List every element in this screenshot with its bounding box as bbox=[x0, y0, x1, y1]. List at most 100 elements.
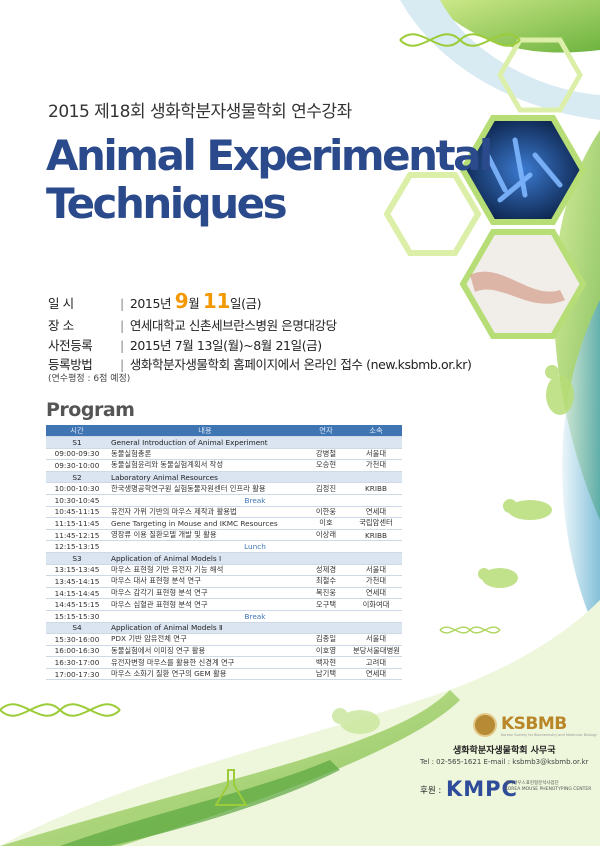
header-org: 소속 bbox=[350, 425, 402, 437]
talk-time: 14:15-14:45 bbox=[46, 587, 108, 600]
talk-org: 이화여대 bbox=[350, 598, 402, 611]
date-day-unit: 일(금) bbox=[229, 296, 262, 311]
break-time: 15:15-15:30 bbox=[46, 610, 108, 623]
talk-speaker: 오승현 bbox=[302, 459, 350, 472]
talk-time: 14:45-15:15 bbox=[46, 598, 108, 611]
talk-time: 09:30-10:00 bbox=[46, 459, 108, 472]
talk-speaker: 이호 bbox=[302, 517, 350, 530]
break-row: 15:15-15:30 Break bbox=[46, 610, 402, 623]
session-title: Application of Animal Models Ⅱ bbox=[108, 622, 402, 635]
kmpc-logo: KMPC bbox=[446, 777, 518, 801]
talk-content: 마우스 심혈관 표현형 분석 연구 bbox=[108, 598, 302, 611]
talk-speaker: 오구택 bbox=[302, 598, 350, 611]
event-subtitle: 2015 제18회 생화학분자생물학회 연수강좌 bbox=[48, 102, 352, 122]
talk-org: 가천대 bbox=[350, 459, 402, 472]
break-label: Break bbox=[108, 610, 402, 623]
header-time: 시간 bbox=[46, 425, 108, 437]
talk-org: 국립암센터 bbox=[350, 517, 402, 530]
talk-speaker: 백자현 bbox=[302, 656, 350, 669]
program-table: 시간 내용 연자 소속 S1 General Introduction of An… bbox=[46, 425, 402, 681]
date-label: 일 시 bbox=[48, 296, 74, 311]
talk-time: 17:00-17:30 bbox=[46, 668, 108, 681]
program-table-body: S1 General Introduction of Animal Experim… bbox=[46, 436, 402, 681]
talk-speaker: 이호영 bbox=[302, 645, 350, 658]
talk-content: 영장류 이용 질환모델 개발 및 활용 bbox=[108, 529, 302, 542]
hexagon-frame-2 bbox=[383, 172, 482, 256]
talk-speaker: 김종일 bbox=[302, 633, 350, 646]
mouse-silhouettes bbox=[478, 365, 574, 588]
talk-speaker: 이상래 bbox=[302, 529, 350, 542]
date-month: 9 bbox=[174, 289, 189, 313]
talk-speaker: 성제경 bbox=[302, 564, 350, 577]
talk-speaker: 이한웅 bbox=[302, 506, 350, 519]
flask-icon bbox=[214, 769, 248, 806]
ksbmb-subtitle: Korean Society for Biochemistry and Mole… bbox=[501, 733, 597, 737]
break-row: 12:15-13:15 Lunch bbox=[46, 540, 402, 553]
talk-time: 10:45-11:15 bbox=[46, 506, 108, 519]
talk-speaker: 김정진 bbox=[302, 482, 350, 495]
kmpc-subtitle: 국가마우스표현형분석사업단 KOREA MOUSE PHENOTYPING CE… bbox=[505, 781, 591, 793]
info-prereg: 사전등록 | 2015년 7월 13일(월)~8월 21일(금) bbox=[48, 335, 322, 354]
talk-content: 마우스 감각기 표현형 분석 연구 bbox=[108, 587, 302, 600]
break-label: Lunch bbox=[108, 540, 402, 553]
break-time: 12:15-13:15 bbox=[46, 540, 108, 553]
talk-row: 10:45-11:15 유전자 가위 기반의 마우스 제작과 활용법 이한웅 연세대 bbox=[46, 506, 402, 519]
talk-time: 13:45-14:15 bbox=[46, 575, 108, 588]
talk-org: 가천대 bbox=[350, 575, 402, 588]
session-row: S2 Laboratory Animal Resources bbox=[46, 471, 402, 484]
info-date: 일 시 | 2015년 9월 11일(금) bbox=[48, 289, 262, 313]
talk-row: 15:30-16:00 PDX 기반 암유전체 연구 김종일 서울대 bbox=[46, 633, 402, 646]
talk-time: 11:15-11:45 bbox=[46, 517, 108, 530]
talk-content: 동물실험윤리와 동물실험계획서 작성 bbox=[108, 459, 302, 472]
session-row: S3 Application of Animal Models Ⅰ bbox=[46, 552, 402, 565]
talk-content: 유전자 가위 기반의 마우스 제작과 활용법 bbox=[108, 506, 302, 519]
date-month-unit: 월 bbox=[188, 296, 200, 311]
talk-org: 서울대 bbox=[350, 564, 402, 577]
ksbmb-name: KSBMB bbox=[501, 714, 567, 734]
talk-row: 13:15-13:45 마우스 표현형 기반 유전자 기능 해석 성제경 서울대 bbox=[46, 564, 402, 577]
session-title: Laboratory Animal Resources bbox=[108, 471, 402, 484]
talk-row: 16:00-16:30 동물실험에서 이미징 연구 활용 이호영 분당서울대병원 bbox=[46, 645, 402, 658]
session-title: Application of Animal Models Ⅰ bbox=[108, 552, 402, 565]
event-title: Animal Experimental Techniques bbox=[46, 132, 493, 228]
talk-row: 09:00-09:30 동물실험총론 강병철 서울대 bbox=[46, 448, 402, 461]
program-heading: Program bbox=[46, 399, 135, 421]
talk-row: 16:30-17:00 유전자변형 마우스를 활용한 신경계 연구 백자현 고려대 bbox=[46, 656, 402, 669]
ksbmb-emblem-icon bbox=[473, 713, 497, 737]
talk-content: Gene Targeting in Mouse and IKMC Resourc… bbox=[108, 517, 302, 530]
talk-row: 14:15-14:45 마우스 감각기 표현형 분석 연구 복진웅 연세대 bbox=[46, 587, 402, 600]
talk-content: PDX 기반 암유전체 연구 bbox=[108, 633, 302, 646]
talk-org: 분당서울대병원 bbox=[350, 645, 402, 658]
info-method: 등록방법 | 생화학분자생물학회 홈페이지에서 온라인 접수 (new.ksbmb.… bbox=[48, 354, 472, 373]
talk-org: 연세대 bbox=[350, 587, 402, 600]
talk-time: 10:00-10:30 bbox=[46, 482, 108, 495]
talk-time: 16:00-16:30 bbox=[46, 645, 108, 658]
session-code: S2 bbox=[46, 471, 108, 484]
session-code: S3 bbox=[46, 552, 108, 565]
sponsor-label: 후원 : bbox=[420, 786, 442, 796]
hexagon-frame-3 bbox=[459, 229, 587, 339]
talk-row: 17:00-17:30 마우스 소화기 질환 연구의 GEM 활용 남기택 연세대 bbox=[46, 668, 402, 681]
talk-time: 13:15-13:45 bbox=[46, 564, 108, 577]
talk-row: 11:45-12:15 영장류 이용 질환모델 개발 및 활용 이상래 KRIBB bbox=[46, 529, 402, 542]
prereg-value: 2015년 7월 13일(월)~8월 21일(금) bbox=[129, 338, 322, 353]
talk-content: 마우스 표현형 기반 유전자 기능 해석 bbox=[108, 564, 302, 577]
session-code: S4 bbox=[46, 622, 108, 635]
talk-content: 한국생명공학연구원 실험동물자원센터 인프라 활용 bbox=[108, 482, 302, 495]
break-time: 10:30-10:45 bbox=[46, 494, 108, 507]
talk-speaker: 남기택 bbox=[302, 668, 350, 681]
session-row: S1 General Introduction of Animal Experim… bbox=[46, 436, 402, 449]
talk-time: 15:30-16:00 bbox=[46, 633, 108, 646]
talk-time: 09:00-09:30 bbox=[46, 448, 108, 461]
info-place: 장 소 | 연세대학교 신촌세브란스병원 은명대강당 bbox=[48, 315, 337, 334]
talk-org: 서울대 bbox=[350, 448, 402, 461]
talk-row: 11:15-11:45 Gene Targeting in Mouse and I… bbox=[46, 517, 402, 530]
kmpc-subtitle-en: KOREA MOUSE PHENOTYPING CENTER bbox=[505, 787, 592, 792]
talk-org: KRIBB bbox=[350, 529, 402, 542]
talk-speaker: 최철수 bbox=[302, 575, 350, 588]
talk-org: 서울대 bbox=[350, 633, 402, 646]
talk-time: 16:30-17:00 bbox=[46, 656, 108, 669]
talk-content: 마우스 대사 표현형 분석 연구 bbox=[108, 575, 302, 588]
session-code: S1 bbox=[46, 436, 108, 449]
